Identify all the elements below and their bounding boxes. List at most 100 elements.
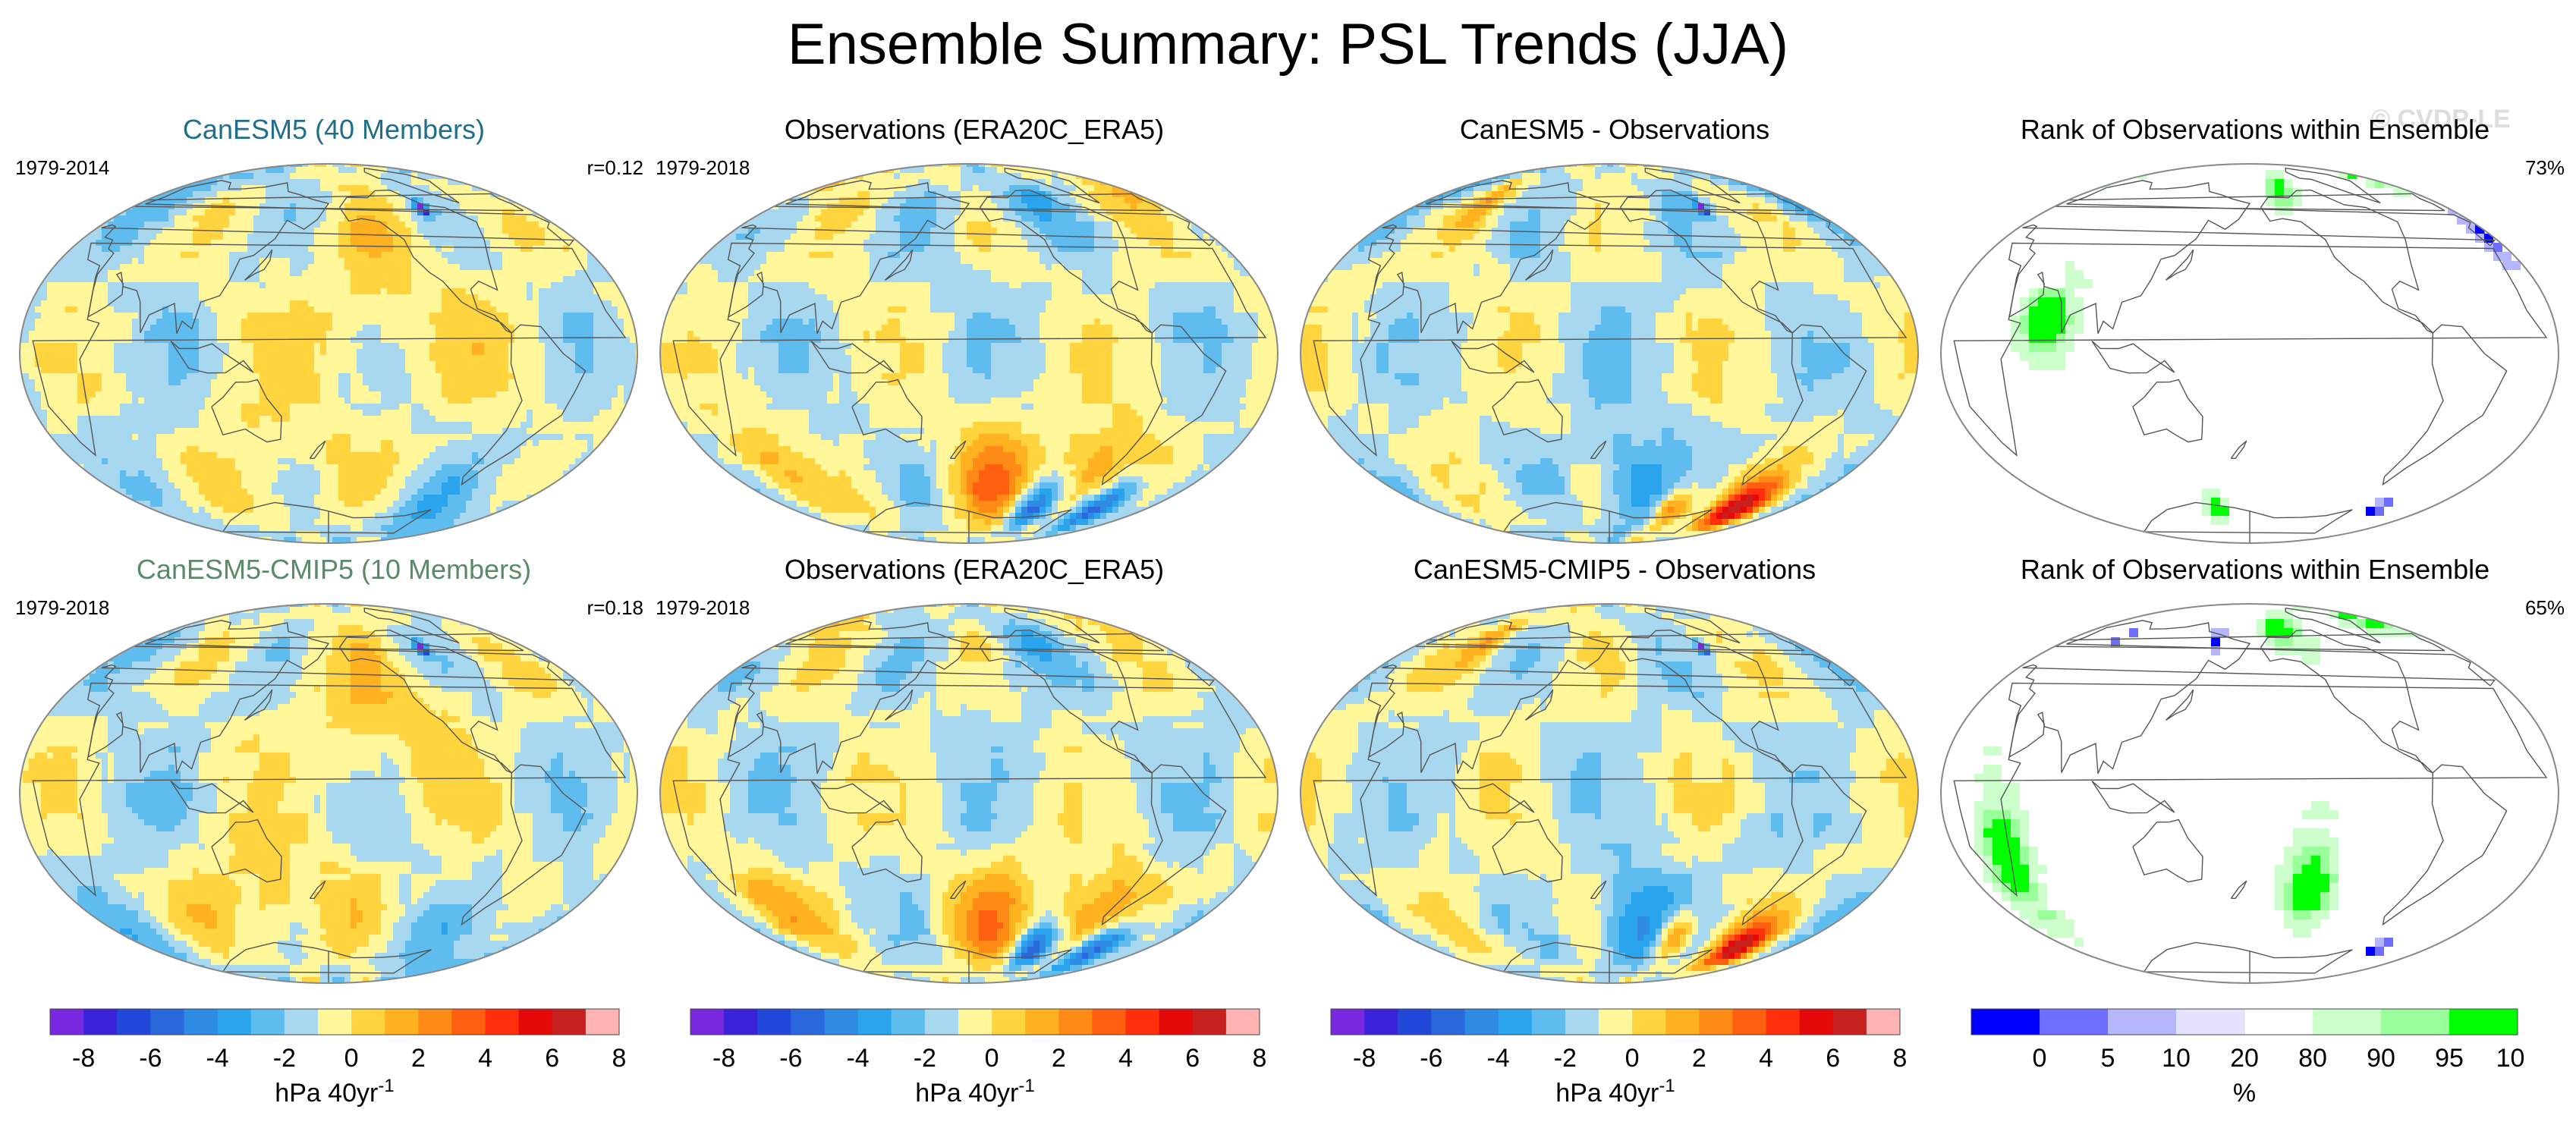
map-diff-row1 bbox=[1300, 163, 1919, 544]
colorbar-tick-label: 8 bbox=[1893, 1044, 1908, 1073]
colorbar-swatch bbox=[2449, 1009, 2518, 1035]
colorbar-tick-label: 6 bbox=[545, 1044, 559, 1073]
colorbar-tick-label: 6 bbox=[1826, 1044, 1840, 1073]
colorbar-swatch bbox=[757, 1009, 791, 1035]
colorbar-swatch bbox=[1125, 1009, 1160, 1035]
colorbar-swatch bbox=[1498, 1009, 1533, 1035]
colorbar-tick-label: -2 bbox=[273, 1044, 296, 1073]
colorbar-swatch bbox=[1331, 1009, 1365, 1035]
colorbar-swatch bbox=[2244, 1008, 2313, 1035]
colorbar-swatch bbox=[351, 1009, 385, 1035]
map-rank-row1 bbox=[1940, 163, 2559, 544]
colorbar-swatch bbox=[1058, 1009, 1093, 1035]
colorbar-tick-label: -8 bbox=[72, 1044, 95, 1073]
colorbar-tick-label: 8 bbox=[612, 1044, 627, 1073]
panel-title: CanESM5-CMIP5 - Observations bbox=[1294, 554, 1935, 586]
correlation-label: r=0.12 bbox=[492, 156, 643, 179]
colorbar-swatch bbox=[2313, 1009, 2382, 1035]
colorbar-unit-label: hPa 40yr-1 bbox=[275, 1076, 394, 1108]
colorbar-tick-label: 6 bbox=[1185, 1044, 1200, 1073]
colorbar-swatch bbox=[1431, 1009, 1465, 1035]
colorbar-swatch bbox=[1192, 1009, 1227, 1035]
colorbar-swatch bbox=[1732, 1009, 1767, 1035]
map-model-row2 bbox=[19, 603, 638, 984]
colorbar-swatch bbox=[1531, 1009, 1566, 1035]
colorbar-tick-label: 0 bbox=[2033, 1044, 2047, 1073]
colorbar-tick-label: 80 bbox=[2298, 1044, 2327, 1073]
panel-title: Rank of Observations within Ensemble bbox=[1935, 114, 2575, 146]
colorbar-tick-label: 100 bbox=[2496, 1044, 2525, 1073]
colorbar-tick-label: 2 bbox=[411, 1044, 426, 1073]
psl-colorbar-3: -8 -6 -4 -2 0 2 4 6 8 hPa 40yr-1 bbox=[1330, 1008, 1908, 1108]
colorbar-swatch bbox=[451, 1009, 486, 1035]
colorbar-tick-label: -2 bbox=[914, 1044, 936, 1073]
map-diff-row2 bbox=[1300, 603, 1919, 984]
panel-title: Rank of Observations within Ensemble bbox=[1935, 554, 2575, 586]
colorbar-swatch bbox=[184, 1009, 219, 1035]
colorbar-swatch bbox=[217, 1009, 252, 1035]
colorbar-tick-label: 2 bbox=[1052, 1044, 1066, 1073]
psl-colorbar-1: -8 -6 -4 -2 0 2 4 6 8 hPa 40yr-1 bbox=[49, 1008, 627, 1108]
colorbar-tick-label: 4 bbox=[478, 1044, 492, 1073]
colorbar-swatch bbox=[857, 1009, 892, 1035]
rank-percent-label: 73% bbox=[2413, 156, 2565, 179]
colorbar-swatch bbox=[117, 1009, 151, 1035]
figure-title: Ensemble Summary: PSL Trends (JJA) bbox=[0, 11, 2576, 79]
rank-colorbar: 0 5 10 20 80 90 95 100% bbox=[1971, 1008, 2525, 1108]
colorbar-swatch bbox=[552, 1009, 587, 1035]
colorbar-tick-label: 20 bbox=[2230, 1044, 2259, 1073]
colorbar-tick-label: 4 bbox=[1118, 1044, 1133, 1073]
colorbar-tick-label: -4 bbox=[206, 1044, 228, 1073]
colorbar-swatch bbox=[317, 1009, 352, 1035]
map-obs-row1 bbox=[659, 163, 1279, 544]
colorbar-swatch bbox=[2040, 1009, 2109, 1035]
colorbar-tick-label: -8 bbox=[712, 1044, 735, 1073]
colorbar-swatch bbox=[1364, 1009, 1398, 1035]
colorbar-swatch bbox=[1092, 1009, 1127, 1035]
colorbar-tick-label: -8 bbox=[1353, 1044, 1376, 1073]
colorbar-swatch bbox=[585, 1009, 620, 1035]
colorbar-swatch bbox=[418, 1009, 452, 1035]
colorbar-swatch bbox=[150, 1009, 184, 1035]
colorbar-tick-label: -4 bbox=[846, 1044, 869, 1073]
colorbar-swatch bbox=[1866, 1009, 1901, 1035]
colorbar-swatch bbox=[485, 1009, 520, 1035]
colorbar-swatch bbox=[2108, 1009, 2177, 1035]
colorbar-swatch bbox=[1025, 1009, 1059, 1035]
correlation-label: r=0.18 bbox=[492, 596, 643, 619]
colorbar-swatch bbox=[1832, 1009, 1867, 1035]
colorbar-swatch bbox=[724, 1009, 758, 1035]
colorbar-tick-label: 5 bbox=[2101, 1044, 2115, 1073]
colorbar-swatch bbox=[2381, 1009, 2450, 1035]
colorbar-unit-label: hPa 40yr-1 bbox=[1555, 1076, 1675, 1108]
colorbar-swatch bbox=[958, 1009, 992, 1035]
map-rank-row2 bbox=[1940, 603, 2559, 984]
panel-title: CanESM5 (40 Members) bbox=[14, 114, 654, 146]
colorbar-unit-label: hPa 40yr-1 bbox=[915, 1076, 1034, 1108]
colorbar-tick-label: 2 bbox=[1692, 1044, 1706, 1073]
period-label: 1979-2018 bbox=[15, 596, 109, 619]
colorbar-tick-label: 95 bbox=[2435, 1044, 2464, 1073]
period-label: 1979-2018 bbox=[656, 596, 750, 619]
colorbar-swatch bbox=[1632, 1009, 1666, 1035]
period-label: 1979-2014 bbox=[15, 156, 109, 179]
colorbar-swatch bbox=[1971, 1009, 2040, 1035]
colorbar-swatch bbox=[924, 1009, 959, 1035]
panel-title: Observations (ERA20C_ERA5) bbox=[654, 554, 1294, 586]
colorbar-swatch bbox=[284, 1009, 319, 1035]
colorbar-swatch bbox=[1225, 1009, 1260, 1035]
colorbar-swatch bbox=[50, 1009, 84, 1035]
colorbar-tick-label: 10 bbox=[2162, 1044, 2191, 1073]
colorbar-swatch bbox=[690, 1009, 725, 1035]
colorbar-swatch bbox=[518, 1009, 553, 1035]
colorbar-tick-label: 8 bbox=[1253, 1044, 1267, 1073]
colorbar-swatch bbox=[891, 1009, 926, 1035]
colorbar-tick-label: 0 bbox=[1625, 1044, 1640, 1073]
panel-title: Observations (ERA20C_ERA5) bbox=[654, 114, 1294, 146]
colorbar-swatch bbox=[1665, 1009, 1700, 1035]
colorbar-tick-label: 0 bbox=[985, 1044, 999, 1073]
map-model-row1 bbox=[19, 163, 638, 544]
colorbar-swatch bbox=[1398, 1009, 1432, 1035]
colorbar-swatch bbox=[385, 1009, 419, 1035]
